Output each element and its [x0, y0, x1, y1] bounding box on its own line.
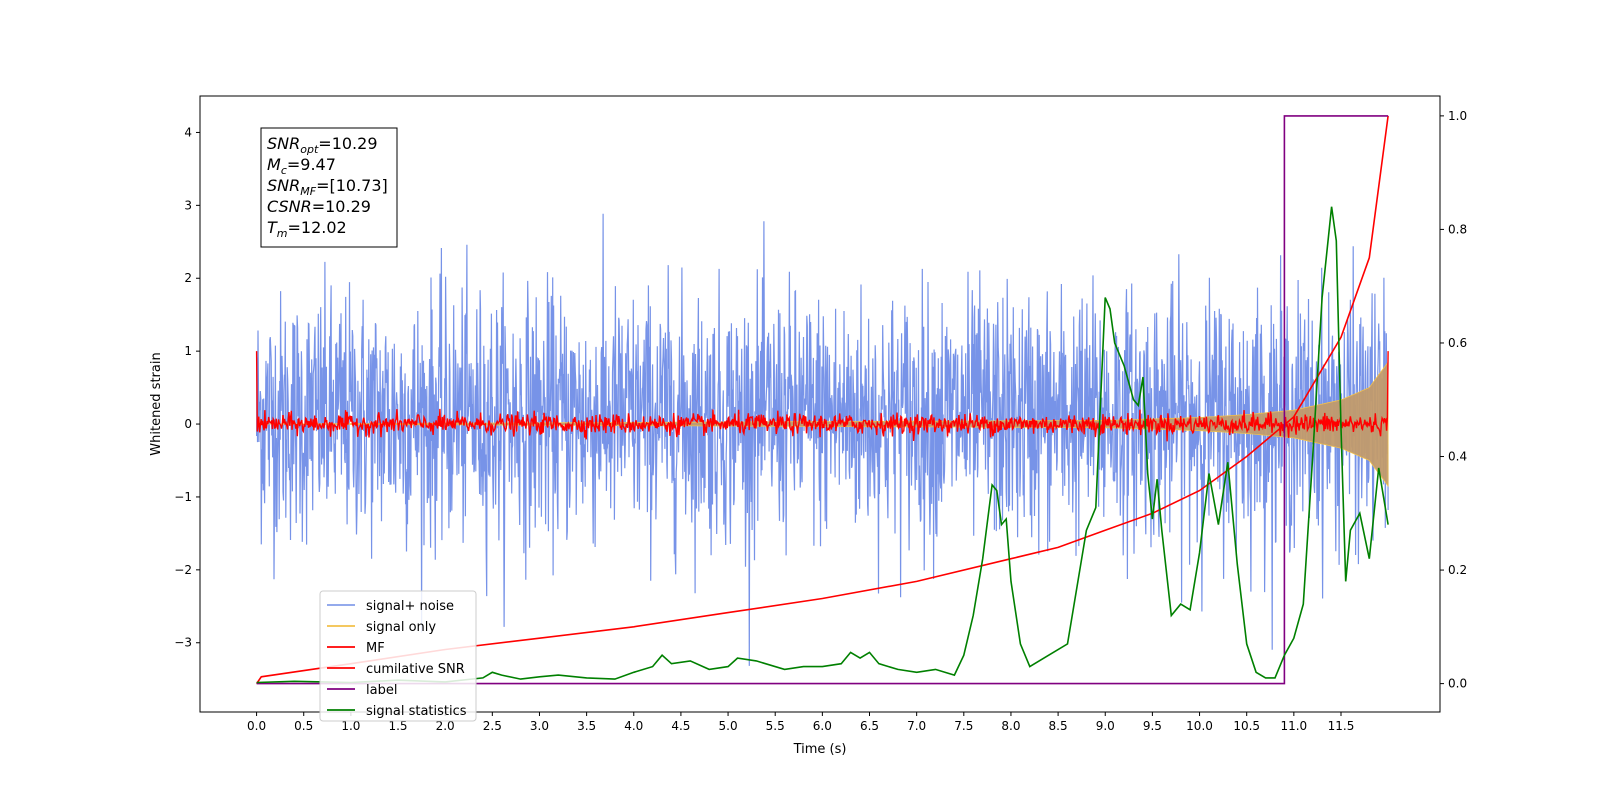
- y-tick-label: 4: [184, 125, 192, 139]
- series-mf-line: [255, 351, 1389, 442]
- legend-frame: [319, 590, 477, 722]
- x-tick-label: 4.0: [624, 719, 643, 733]
- y-tick-label: −3: [174, 636, 192, 650]
- y-tick-label: −1: [174, 490, 192, 504]
- x-tick-label: 5.5: [766, 719, 785, 733]
- annotation-line: Mc=9.47: [267, 155, 336, 177]
- y2-tick-label: 1.0: [1448, 109, 1467, 123]
- series-layer: [255, 115, 1389, 685]
- y-tick-label: 1: [184, 344, 192, 358]
- x-tick-label: 4.5: [671, 719, 690, 733]
- annotation-line: SNRopt=10.29: [267, 134, 378, 156]
- legend: signal+ noise signal only MF cumilative SNR…: [319, 590, 477, 722]
- legend-entry-label: MF: [366, 641, 385, 656]
- x-axis-label: Time (s): [793, 742, 847, 757]
- x-tick-label: 9.0: [1096, 719, 1115, 733]
- y2-tick-label: 0.4: [1448, 450, 1467, 464]
- x-tick-label: 2.0: [436, 719, 455, 733]
- annotation-box: SNRopt=10.29Mc=9.47SNRMF=[10.73]CSNR=10.…: [260, 127, 398, 248]
- plot-frame: [199, 95, 1441, 713]
- y-axis-label: Whitened strain: [149, 352, 164, 455]
- y-axis-left: −3 −2 −1 0 1 2 3 4: [174, 125, 200, 650]
- series-signal-statistics-line: [256, 206, 1389, 684]
- y-axis-right: 0.0 0.2 0.4 0.6 0.8 1.0: [1440, 109, 1467, 691]
- y-tick-label: 3: [184, 198, 192, 212]
- x-tick-label: 1.0: [341, 719, 360, 733]
- y-tick-label: 0: [184, 417, 192, 431]
- x-tick-label: 11.0: [1280, 719, 1307, 733]
- x-tick-label: 10.5: [1233, 719, 1260, 733]
- legend-entry-label: cumilative SNR: [366, 662, 465, 677]
- x-tick-label: 5.0: [719, 719, 738, 733]
- y2-tick-label: 0.2: [1448, 563, 1467, 577]
- legend-entry-label: signal+ noise: [366, 599, 454, 614]
- x-tick-label: 0.0: [247, 719, 266, 733]
- legend-entry-label: signal statistics: [366, 704, 467, 719]
- legend-entry-label: label: [366, 683, 397, 698]
- x-tick-label: 2.5: [483, 719, 502, 733]
- series-label-line: [256, 115, 1389, 685]
- annotation-line: Tm=12.02: [267, 218, 347, 240]
- x-tick-label: 3.0: [530, 719, 549, 733]
- x-axis: 0.0 0.5 1.0 1.5 2.0 2.5 3.0 3.5 4.0 4.5 5.0 5.5 6.0 6…: [247, 712, 1354, 733]
- x-tick-label: 3.5: [577, 719, 596, 733]
- x-tick-label: 11.5: [1328, 719, 1355, 733]
- y2-tick-label: 0.6: [1448, 336, 1467, 350]
- x-tick-label: 9.5: [1143, 719, 1162, 733]
- x-tick-label: 8.0: [1001, 719, 1020, 733]
- annotation-line: SNRMF=[10.73]: [267, 176, 388, 198]
- annotation-box-frame: [260, 127, 398, 248]
- annotation-line: CSNR=10.29: [267, 197, 371, 216]
- x-tick-label: 7.5: [954, 719, 973, 733]
- y2-tick-label: 0.8: [1448, 222, 1467, 236]
- y2-tick-label: 0.0: [1448, 677, 1467, 691]
- x-tick-label: 6.5: [860, 719, 879, 733]
- x-tick-label: 10.0: [1186, 719, 1213, 733]
- y-tick-label: −2: [174, 563, 192, 577]
- x-tick-label: 8.5: [1049, 719, 1068, 733]
- x-tick-label: 0.5: [294, 719, 313, 733]
- x-tick-label: 6.0: [813, 719, 832, 733]
- legend-entry-label: signal only: [366, 620, 436, 635]
- x-tick-label: 1.5: [388, 719, 407, 733]
- y-tick-label: 2: [184, 271, 192, 285]
- x-tick-label: 7.0: [907, 719, 926, 733]
